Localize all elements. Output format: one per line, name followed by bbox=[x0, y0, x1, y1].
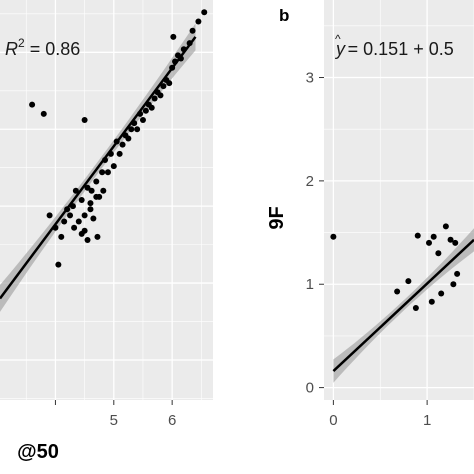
data-point bbox=[94, 233, 101, 240]
data-point bbox=[442, 223, 449, 230]
data-point bbox=[29, 101, 36, 108]
grid-lines bbox=[324, 0, 474, 400]
data-point bbox=[430, 233, 437, 240]
data-point bbox=[151, 95, 158, 102]
data-point bbox=[201, 9, 208, 16]
data-point bbox=[40, 110, 47, 117]
data-point bbox=[81, 227, 88, 234]
plot-background bbox=[324, 0, 474, 400]
x-tick-label: 6 bbox=[168, 412, 176, 429]
data-point bbox=[84, 237, 91, 243]
data-point bbox=[46, 212, 53, 219]
x-axis-title: @50 bbox=[17, 441, 59, 463]
data-point bbox=[142, 107, 149, 114]
data-point bbox=[78, 197, 85, 203]
r-squared-exponent: 2 bbox=[18, 36, 25, 50]
data-point bbox=[55, 261, 62, 268]
data-point bbox=[75, 218, 82, 225]
data-point bbox=[450, 281, 457, 288]
data-point bbox=[195, 18, 202, 25]
data-point bbox=[81, 117, 88, 123]
data-point bbox=[90, 215, 97, 222]
data-point bbox=[148, 104, 155, 111]
data-point bbox=[454, 270, 461, 277]
data-point bbox=[157, 92, 164, 99]
data-point bbox=[72, 187, 79, 194]
equation-y: y bbox=[334, 39, 346, 59]
data-point bbox=[67, 212, 74, 219]
x-tick-label: 0 bbox=[329, 412, 337, 429]
data-point bbox=[405, 278, 412, 285]
x-tick-label: 5 bbox=[110, 412, 118, 429]
data-point bbox=[438, 290, 445, 297]
r-squared-annotation: R2 = 0.86 bbox=[5, 36, 80, 59]
data-point bbox=[116, 150, 123, 157]
data-point bbox=[81, 212, 88, 219]
data-point bbox=[84, 184, 91, 191]
regression-line bbox=[0, 36, 197, 300]
data-point bbox=[447, 236, 454, 243]
regression-equation: y^ = 0.151 + 0.5 bbox=[334, 32, 454, 59]
data-point bbox=[452, 239, 459, 246]
equation-hat: ^ bbox=[335, 32, 341, 46]
data-point bbox=[100, 187, 107, 194]
data-point bbox=[61, 218, 68, 225]
regression-line bbox=[332, 238, 474, 372]
data-point bbox=[119, 141, 126, 148]
data-point bbox=[110, 163, 117, 170]
y-tick-label: 2 bbox=[306, 173, 314, 190]
r-squared-symbol: R bbox=[5, 39, 18, 59]
y-axis-title: 9F bbox=[266, 206, 288, 229]
data-point bbox=[134, 126, 141, 133]
data-point bbox=[93, 193, 100, 200]
data-point bbox=[189, 27, 196, 34]
panel-label: b bbox=[279, 6, 289, 25]
data-point bbox=[394, 288, 401, 295]
y-tick-label: 0 bbox=[306, 380, 314, 397]
data-points bbox=[330, 223, 461, 312]
data-point bbox=[87, 200, 94, 207]
data-point bbox=[414, 232, 421, 239]
data-point bbox=[58, 233, 65, 240]
data-point bbox=[99, 169, 106, 176]
r-squared-value: = 0.86 bbox=[25, 39, 81, 59]
data-point bbox=[104, 169, 111, 176]
y-tick-label: 3 bbox=[306, 70, 314, 87]
data-point bbox=[88, 187, 95, 194]
x-tick-label: 1 bbox=[423, 412, 431, 429]
data-point bbox=[93, 178, 100, 185]
equation-body: = 0.151 + 0.5 bbox=[343, 39, 454, 59]
data-point bbox=[160, 83, 167, 90]
data-point bbox=[435, 250, 442, 257]
data-point bbox=[125, 135, 132, 142]
data-point bbox=[170, 33, 177, 40]
data-point bbox=[71, 224, 78, 231]
data-point bbox=[428, 298, 435, 305]
y-tick-label: 1 bbox=[306, 276, 314, 293]
y-axis-ticks: 0 1 2 3 bbox=[306, 70, 324, 397]
data-point bbox=[426, 239, 432, 246]
data-point bbox=[330, 233, 337, 240]
data-point bbox=[128, 126, 135, 133]
data-point bbox=[412, 305, 419, 312]
data-point bbox=[139, 117, 146, 123]
data-point bbox=[166, 80, 173, 87]
data-point bbox=[87, 206, 94, 213]
